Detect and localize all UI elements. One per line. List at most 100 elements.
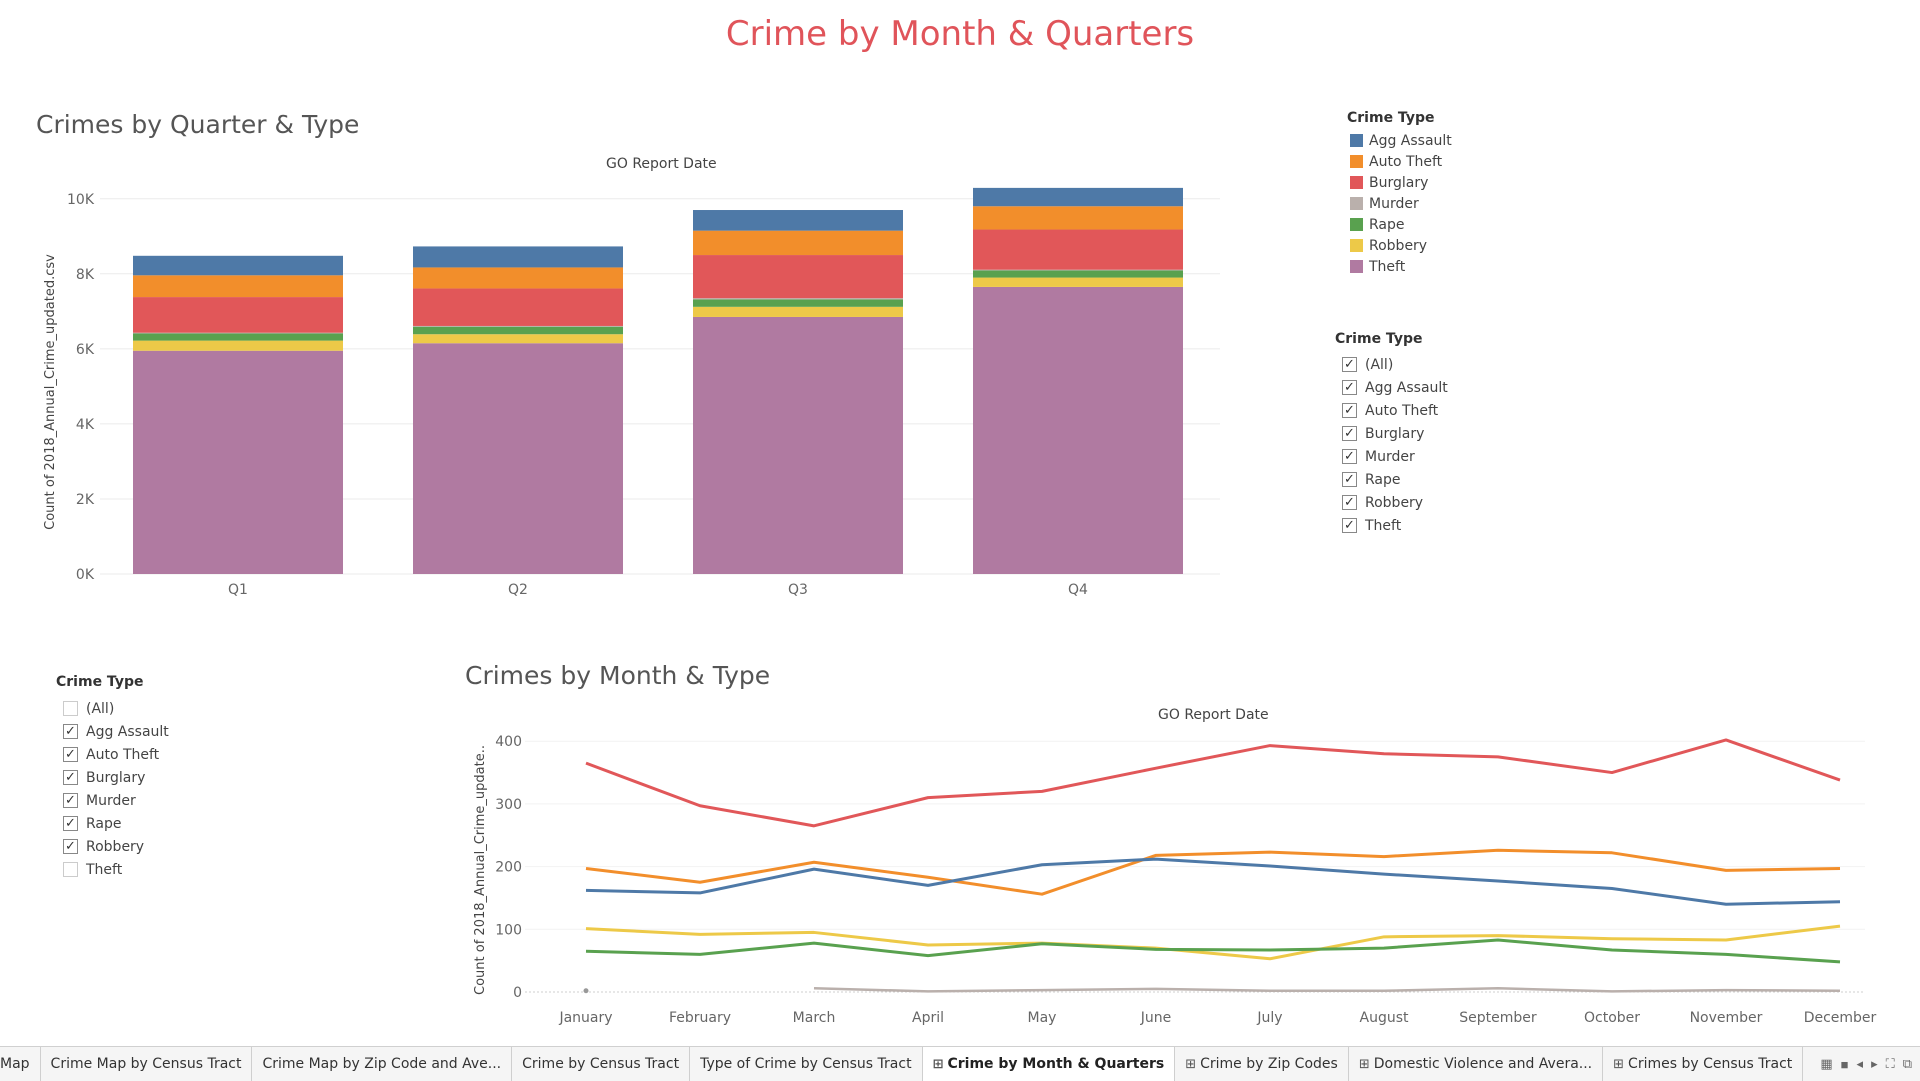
filter-option-all[interactable]: (All)	[63, 697, 169, 720]
filter-option-murder[interactable]: ✓ Murder	[1342, 445, 1448, 468]
filter-option-agg-assault[interactable]: ✓ Agg Assault	[63, 720, 169, 743]
tab-label: Crimes by Census Tract	[1628, 1056, 1793, 1072]
scroll-left-icon[interactable]: ◂	[1856, 1056, 1864, 1071]
tab-domestic-violence-and-avera[interactable]: ⊞ Domestic Violence and Avera...	[1349, 1047, 1604, 1081]
bar-segment-robbery-q1[interactable]	[133, 340, 343, 351]
bar-segment-theft-q2[interactable]	[413, 343, 623, 574]
bar-segment-agg-assault-q3[interactable]	[693, 210, 903, 231]
filter-checkbox[interactable]: ✓	[63, 793, 78, 808]
bar-segment-robbery-q2[interactable]	[413, 334, 623, 344]
filter-checkbox[interactable]: ✓	[1342, 426, 1357, 441]
filter-checkbox[interactable]: ✓	[63, 770, 78, 785]
point-murder[interactable]	[583, 988, 589, 994]
bar-segment-agg-assault-q4[interactable]	[973, 187, 1183, 207]
bar-segment-rape-q4[interactable]	[973, 270, 1183, 278]
legend-item-auto-theft[interactable]: Auto Theft	[1350, 151, 1452, 172]
bar-segment-auto-theft-q1[interactable]	[133, 275, 343, 298]
bar-segment-robbery-q3[interactable]	[693, 306, 903, 317]
filter-option-auto-theft[interactable]: ✓ Auto Theft	[63, 743, 169, 766]
legend-item-murder[interactable]: Murder	[1350, 193, 1452, 214]
bar-segment-auto-theft-q3[interactable]	[693, 230, 903, 256]
filter-option-burglary[interactable]: ✓ Burglary	[63, 766, 169, 789]
filter-checkbox[interactable]: ✓	[1342, 495, 1357, 510]
bar-segment-burglary-q4[interactable]	[973, 229, 1183, 270]
tab-crime-map-by-census-tract[interactable]: Crime Map by Census Tract	[41, 1047, 253, 1081]
filter-checkbox[interactable]: ✓	[63, 839, 78, 854]
bar-segment-theft-q1[interactable]	[133, 350, 343, 574]
filter-checkbox[interactable]: ✓	[63, 747, 78, 762]
legend-item-theft[interactable]: Theft	[1350, 256, 1452, 277]
legend-label: Robbery	[1369, 237, 1428, 254]
filter-option-theft[interactable]: Theft	[63, 858, 169, 881]
bar-segment-robbery-q4[interactable]	[973, 277, 1183, 287]
bar-segment-murder-q4[interactable]	[973, 269, 1183, 271]
bar-segment-rape-q1[interactable]	[133, 333, 343, 341]
filter-checkbox[interactable]: ✓	[1342, 357, 1357, 372]
legend-item-burglary[interactable]: Burglary	[1350, 172, 1452, 193]
bar-segment-theft-q4[interactable]	[973, 286, 1183, 574]
filter-checkbox[interactable]: ✓	[1342, 449, 1357, 464]
tab-crime-by-month-quarters[interactable]: ⊞ Crime by Month & Quarters	[922, 1047, 1176, 1081]
line-murder[interactable]	[813, 986, 1841, 993]
filter-option-auto-theft[interactable]: ✓ Auto Theft	[1342, 399, 1448, 422]
legend-swatch	[1350, 260, 1363, 273]
bar-segment-auto-theft-q4[interactable]	[973, 206, 1183, 230]
bar-segment-murder-q1[interactable]	[133, 332, 343, 334]
line-rape[interactable]	[585, 938, 1841, 964]
filter-checkbox[interactable]: ✓	[1342, 380, 1357, 395]
filter-option-robbery[interactable]: ✓ Robbery	[63, 835, 169, 858]
filter-checkbox[interactable]: ✓	[63, 816, 78, 831]
bar-segment-murder-q3[interactable]	[693, 298, 903, 300]
scroll-right-icon[interactable]: ▸	[1871, 1056, 1878, 1071]
bar-segment-rape-q2[interactable]	[413, 326, 623, 335]
filter-checkbox[interactable]: ✓	[63, 724, 78, 739]
presentation-icon[interactable]: ⧉	[1902, 1056, 1912, 1071]
filter-option-burglary[interactable]: ✓ Burglary	[1342, 422, 1448, 445]
quarter-x-tick-label: Q1	[228, 582, 248, 598]
filter-option-all[interactable]: ✓ (All)	[1342, 353, 1448, 376]
filter-checkbox[interactable]: ✓	[1342, 403, 1357, 418]
month-x-tick-label: November	[1690, 1010, 1763, 1026]
legend-item-robbery[interactable]: Robbery	[1350, 235, 1452, 256]
legend-label: Burglary	[1369, 174, 1429, 191]
tab-type-of-crime-by-census-tract[interactable]: Type of Crime by Census Tract	[690, 1047, 923, 1081]
filter-checkbox[interactable]: ✓	[1342, 518, 1357, 533]
bar-segment-burglary-q3[interactable]	[693, 255, 903, 299]
filter-option-murder[interactable]: ✓ Murder	[63, 789, 169, 812]
filter-checkbox[interactable]	[63, 701, 78, 716]
tab-crime-by-zip-codes[interactable]: ⊞ Crime by Zip Codes	[1175, 1047, 1349, 1081]
bar-segment-theft-q3[interactable]	[693, 316, 903, 574]
line-robbery[interactable]	[585, 924, 1841, 961]
fit-screen-icon[interactable]: ⛶	[1885, 1056, 1895, 1071]
grid-view-icon[interactable]: ▦	[1820, 1056, 1833, 1071]
tab-crimes-by-census-tract[interactable]: ⊞ Crimes by Census Tract	[1603, 1047, 1804, 1081]
filter-option-robbery[interactable]: ✓ Robbery	[1342, 491, 1448, 514]
filter-checkbox[interactable]	[63, 862, 78, 877]
film-strip-icon[interactable]: ■	[1840, 1056, 1849, 1072]
quarter-stacked-bar-chart: Count of 2018_Annual_Crime_updated.csv 0…	[43, 187, 1220, 598]
legend-item-agg-assault[interactable]: Agg Assault	[1350, 130, 1452, 151]
filter-option-theft[interactable]: ✓ Theft	[1342, 514, 1448, 537]
bar-segment-burglary-q1[interactable]	[133, 297, 343, 333]
bar-segment-auto-theft-q2[interactable]	[413, 267, 623, 289]
line-burglary[interactable]	[585, 738, 1841, 828]
line-agg-assault[interactable]	[585, 857, 1841, 906]
tab-crime-by-census-tract[interactable]: Crime by Census Tract	[512, 1047, 691, 1081]
filter-option-agg-assault[interactable]: ✓ Agg Assault	[1342, 376, 1448, 399]
filter-option-rape[interactable]: ✓ Rape	[1342, 468, 1448, 491]
filter-option-label: Rape	[1365, 471, 1401, 488]
bar-segment-agg-assault-q1[interactable]	[133, 255, 343, 276]
tab-crime-map-by-zip-code-and-ave[interactable]: Crime Map by Zip Code and Ave...	[252, 1047, 513, 1081]
bar-segment-murder-q2[interactable]	[413, 325, 623, 327]
bar-segment-agg-assault-q2[interactable]	[413, 246, 623, 268]
filter-option-label: Auto Theft	[1365, 402, 1439, 419]
bar-segment-burglary-q2[interactable]	[413, 288, 623, 326]
line-auto-theft[interactable]	[585, 848, 1841, 896]
filter-checkbox[interactable]: ✓	[1342, 472, 1357, 487]
dashboard-grid-icon: ⊞	[932, 1056, 944, 1072]
filter-option-label: (All)	[86, 700, 115, 717]
legend-item-rape[interactable]: Rape	[1350, 214, 1452, 235]
filter-option-rape[interactable]: ✓ Rape	[63, 812, 169, 835]
tab-map[interactable]: Map	[0, 1047, 41, 1081]
bar-segment-rape-q3[interactable]	[693, 299, 903, 307]
